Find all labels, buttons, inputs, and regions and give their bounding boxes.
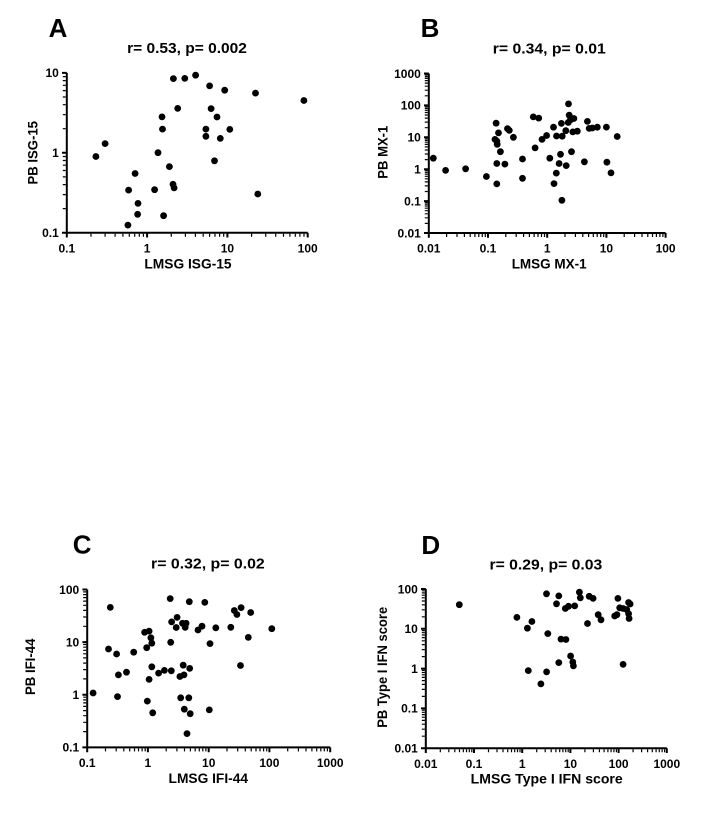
svg-text:LMSG IFI-44: LMSG IFI-44 [169, 770, 249, 786]
svg-text:0.1: 0.1 [401, 702, 418, 716]
svg-text:1: 1 [411, 662, 418, 676]
svg-text:0.01: 0.01 [417, 242, 441, 256]
svg-text:PB ISG-15: PB ISG-15 [25, 121, 41, 185]
svg-text:0.1: 0.1 [480, 242, 497, 256]
svg-text:r= 0.32, p= 0.02: r= 0.32, p= 0.02 [151, 557, 265, 573]
svg-text:B: B [421, 13, 440, 43]
svg-text:LMSG MX-1: LMSG MX-1 [512, 255, 587, 271]
svg-text:D: D [421, 530, 440, 560]
svg-text:10: 10 [407, 131, 421, 145]
svg-text:1: 1 [144, 241, 151, 255]
svg-text:1000: 1000 [317, 756, 344, 770]
svg-text:0.1: 0.1 [58, 241, 75, 255]
svg-text:100: 100 [609, 757, 629, 771]
svg-text:PB IFI-44: PB IFI-44 [22, 638, 38, 695]
svg-text:LMSG ISG-15: LMSG ISG-15 [144, 255, 231, 271]
svg-text:A: A [49, 13, 68, 43]
svg-text:0.01: 0.01 [394, 742, 418, 756]
svg-text:1: 1 [145, 756, 152, 770]
svg-text:0.01: 0.01 [397, 226, 421, 240]
svg-text:10: 10 [66, 635, 80, 649]
svg-text:10: 10 [221, 241, 235, 255]
svg-text:100: 100 [259, 756, 279, 770]
svg-text:100: 100 [401, 99, 421, 113]
svg-text:100: 100 [59, 583, 79, 597]
svg-text:0.01: 0.01 [414, 757, 438, 771]
svg-text:1: 1 [52, 146, 59, 160]
svg-text:0.1: 0.1 [63, 741, 80, 755]
svg-text:10: 10 [404, 622, 418, 636]
svg-text:r= 0.34, p= 0.01: r= 0.34, p= 0.01 [493, 41, 606, 57]
svg-text:r= 0.53, p= 0.002: r= 0.53, p= 0.002 [127, 41, 247, 57]
svg-text:10: 10 [600, 242, 614, 256]
svg-text:1: 1 [414, 163, 421, 177]
svg-text:1000: 1000 [394, 67, 421, 81]
svg-text:1: 1 [544, 242, 551, 256]
svg-text:100: 100 [298, 241, 318, 255]
svg-text:10: 10 [564, 757, 578, 771]
svg-text:1: 1 [519, 757, 526, 771]
svg-text:r= 0.29, p= 0.03: r= 0.29, p= 0.03 [490, 558, 603, 574]
svg-text:PB MX-1: PB MX-1 [375, 126, 391, 179]
svg-text:1: 1 [73, 688, 80, 702]
svg-text:10: 10 [45, 66, 59, 80]
svg-text:0.1: 0.1 [42, 226, 59, 240]
svg-text:100: 100 [398, 582, 418, 596]
svg-text:10: 10 [202, 756, 216, 770]
svg-text:LMSG Type I IFN score: LMSG Type I IFN score [471, 771, 623, 787]
svg-text:C: C [73, 529, 92, 559]
svg-text:PB Type I IFN score: PB Type I IFN score [374, 607, 390, 728]
svg-text:1000: 1000 [653, 757, 680, 771]
svg-text:100: 100 [656, 242, 676, 256]
svg-text:0.1: 0.1 [404, 194, 421, 208]
svg-text:0.1: 0.1 [79, 756, 96, 770]
svg-text:0.1: 0.1 [466, 757, 483, 771]
